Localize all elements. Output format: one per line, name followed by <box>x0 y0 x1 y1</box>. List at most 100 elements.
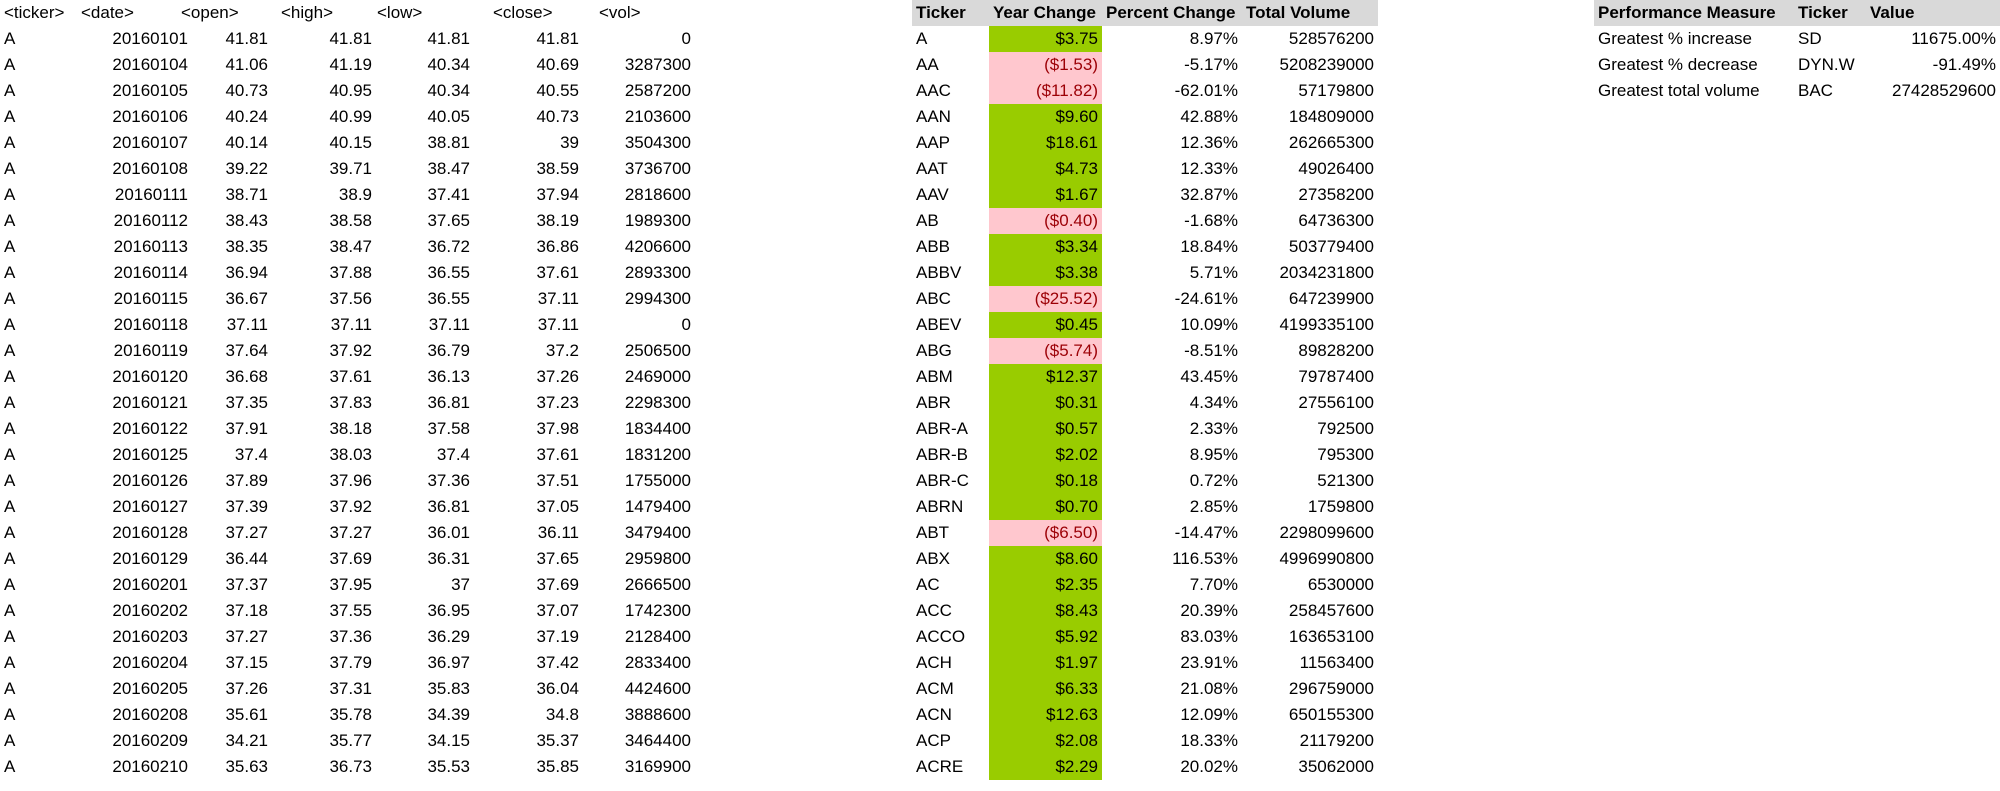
raw-cell-ticker[interactable]: A <box>4 289 16 308</box>
summary-cell-ticker[interactable]: ACRE <box>916 757 964 776</box>
raw-cell-high[interactable]: 37.69 <box>329 549 372 568</box>
summary-cell-percent-change[interactable]: 83.03% <box>1180 627 1238 646</box>
raw-cell-close[interactable]: 37.61 <box>536 263 579 282</box>
raw-cell-high[interactable]: 37.61 <box>329 367 372 386</box>
raw-cell-vol[interactable]: 4424600 <box>624 679 691 698</box>
raw-cell-close[interactable]: 37.69 <box>536 575 579 594</box>
raw-cell-date[interactable]: 20160111 <box>114 185 188 204</box>
raw-cell-low[interactable]: 36.55 <box>427 263 470 282</box>
raw-cell-close[interactable]: 37.19 <box>536 627 579 646</box>
raw-cell-date[interactable]: 20160203 <box>112 627 188 646</box>
raw-cell-close[interactable]: 36.11 <box>537 523 579 542</box>
raw-cell-high[interactable]: 38.18 <box>329 419 372 438</box>
raw-cell-ticker[interactable]: A <box>4 549 16 568</box>
summary-cell-year-change[interactable]: $5.92 <box>989 624 1102 650</box>
raw-cell-low[interactable]: 36.55 <box>427 289 470 308</box>
raw-cell-vol[interactable]: 1755000 <box>624 471 691 490</box>
raw-cell-low[interactable]: 40.05 <box>427 107 470 126</box>
raw-cell-vol[interactable]: 2298300 <box>624 393 691 412</box>
summary-cell-percent-change[interactable]: -62.01% <box>1174 81 1238 100</box>
raw-cell-close[interactable]: 36.86 <box>536 237 579 256</box>
raw-cell-low[interactable]: 37.11 <box>428 315 470 334</box>
summary-cell-year-change[interactable]: $4.73 <box>989 156 1102 182</box>
raw-cell-vol[interactable]: 3888600 <box>624 705 691 724</box>
summary-cell-year-change[interactable]: ($11.82) <box>989 78 1102 104</box>
raw-cell-close[interactable]: 38.59 <box>536 159 579 178</box>
summary-cell-total-volume[interactable]: 163653100 <box>1288 627 1374 646</box>
raw-cell-open[interactable]: 36.67 <box>225 289 268 308</box>
raw-cell-low[interactable]: 37.41 <box>427 185 470 204</box>
raw-cell-vol[interactable]: 1742300 <box>624 601 691 620</box>
summary-cell-year-change[interactable]: $3.34 <box>989 234 1102 260</box>
raw-cell-ticker[interactable]: A <box>4 367 16 386</box>
raw-cell-vol[interactable]: 1479400 <box>624 497 691 516</box>
summary-cell-percent-change[interactable]: 12.33% <box>1180 159 1238 178</box>
summary-cell-ticker[interactable]: ABR <box>916 393 951 412</box>
raw-cell-high[interactable]: 37.92 <box>329 497 372 516</box>
summary-cell-year-change[interactable]: $2.29 <box>989 754 1102 780</box>
summary-cell-ticker[interactable]: ACCO <box>916 627 966 646</box>
summary-cell-total-volume[interactable]: 258457600 <box>1288 601 1374 620</box>
raw-cell-date[interactable]: 20160210 <box>112 757 188 776</box>
raw-cell-vol[interactable]: 0 <box>681 29 691 48</box>
raw-cell-ticker[interactable]: A <box>4 575 16 594</box>
raw-cell-low[interactable]: 37.65 <box>427 211 470 230</box>
raw-cell-low[interactable]: 40.34 <box>427 81 470 100</box>
summary-cell-year-change[interactable]: $0.45 <box>989 312 1102 338</box>
summary-cell-total-volume[interactable]: 89828200 <box>1298 341 1374 360</box>
raw-cell-vol[interactable]: 2103600 <box>624 107 691 126</box>
summary-cell-ticker[interactable]: AA <box>916 55 939 74</box>
raw-cell-close[interactable]: 38.19 <box>536 211 579 230</box>
summary-cell-year-change[interactable]: $8.60 <box>989 546 1102 572</box>
summary-cell-ticker[interactable]: ACM <box>916 679 954 698</box>
raw-cell-open[interactable]: 38.71 <box>225 185 268 204</box>
raw-cell-close[interactable]: 40.69 <box>536 55 579 74</box>
raw-cell-vol[interactable]: 1831200 <box>624 445 691 464</box>
summary-cell-percent-change[interactable]: -8.51% <box>1184 341 1238 360</box>
summary-cell-percent-change[interactable]: 5.71% <box>1189 263 1238 282</box>
raw-cell-ticker[interactable]: A <box>4 81 16 100</box>
raw-cell-close[interactable]: 36.04 <box>536 679 579 698</box>
raw-cell-ticker[interactable]: A <box>4 419 16 438</box>
summary-cell-year-change[interactable]: ($5.74) <box>989 338 1102 364</box>
summary-cell-total-volume[interactable]: 792500 <box>1317 419 1374 438</box>
summary-cell-total-volume[interactable]: 528576200 <box>1288 29 1374 48</box>
summary-cell-year-change[interactable]: ($6.50) <box>989 520 1102 546</box>
raw-cell-date[interactable]: 20160106 <box>112 107 188 126</box>
raw-cell-low[interactable]: 34.15 <box>427 731 470 750</box>
summary-cell-ticker[interactable]: ABBV <box>916 263 962 282</box>
raw-cell-vol[interactable]: 1834400 <box>624 419 691 438</box>
raw-cell-high[interactable]: 37.96 <box>329 471 372 490</box>
summary-cell-year-change[interactable]: $1.67 <box>989 182 1102 208</box>
raw-cell-vol[interactable]: 2666500 <box>624 575 691 594</box>
summary-cell-year-change[interactable]: $3.38 <box>989 260 1102 286</box>
raw-cell-date[interactable]: 20160107 <box>112 133 188 152</box>
raw-cell-ticker[interactable]: A <box>4 211 16 230</box>
raw-cell-date[interactable]: 20160127 <box>112 497 188 516</box>
summary-cell-total-volume[interactable]: 64736300 <box>1298 211 1374 230</box>
raw-cell-ticker[interactable]: A <box>4 29 16 48</box>
raw-cell-date[interactable]: 20160126 <box>112 471 188 490</box>
raw-cell-open[interactable]: 40.24 <box>225 107 268 126</box>
raw-cell-high[interactable]: 41.19 <box>329 55 372 74</box>
performance-cell-measure[interactable]: Greatest total volume <box>1598 81 1760 100</box>
summary-cell-total-volume[interactable]: 21179200 <box>1299 731 1374 750</box>
raw-cell-ticker[interactable]: A <box>4 653 16 672</box>
raw-cell-high[interactable]: 37.56 <box>329 289 372 308</box>
summary-header-percent-change[interactable]: Percent Change <box>1102 0 1242 26</box>
summary-cell-year-change[interactable]: $9.60 <box>989 104 1102 130</box>
summary-cell-ticker[interactable]: ACC <box>916 601 952 620</box>
raw-cell-open[interactable]: 35.61 <box>225 705 268 724</box>
raw-cell-low[interactable]: 36.13 <box>427 367 470 386</box>
raw-cell-open[interactable]: 37.18 <box>225 601 268 620</box>
raw-cell-close[interactable]: 37.26 <box>536 367 579 386</box>
raw-cell-high[interactable]: 37.79 <box>329 653 372 672</box>
summary-cell-ticker[interactable]: AC <box>916 575 940 594</box>
raw-cell-open[interactable]: 37.37 <box>225 575 268 594</box>
raw-cell-ticker[interactable]: A <box>4 731 16 750</box>
raw-cell-vol[interactable]: 3479400 <box>624 523 691 542</box>
summary-cell-total-volume[interactable]: 35062000 <box>1298 757 1374 776</box>
raw-cell-open[interactable]: 34.21 <box>225 731 268 750</box>
raw-header-date[interactable]: <date> <box>81 3 134 22</box>
raw-cell-vol[interactable]: 3287300 <box>624 55 691 74</box>
